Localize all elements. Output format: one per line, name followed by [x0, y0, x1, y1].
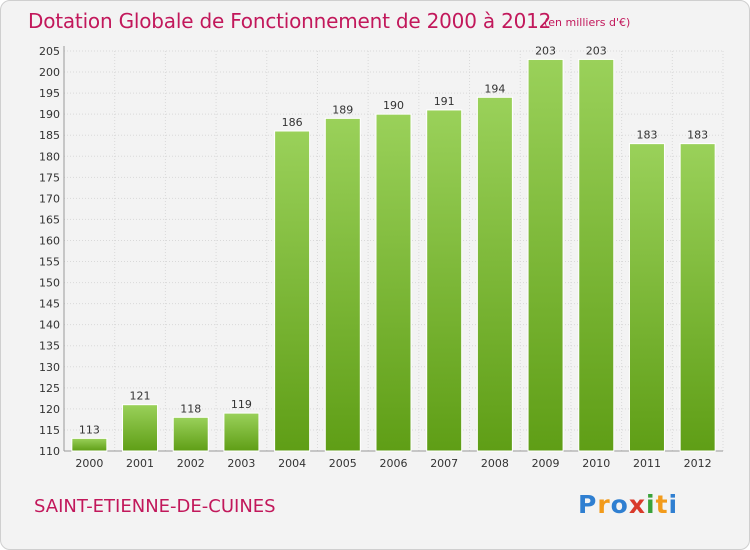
y-tick-label: 120 [39, 403, 60, 416]
commune-name: SAINT-ETIENNE-DE-CUINES [34, 496, 276, 517]
brand-letter: o [610, 490, 629, 519]
brand-letter: i [646, 490, 656, 519]
data-label-2008: 194 [484, 82, 505, 95]
y-tick-label: 200 [39, 66, 60, 79]
data-label-2010: 203 [586, 44, 607, 57]
x-tick-label-2002: 2002 [177, 457, 205, 470]
data-label-2003: 119 [231, 398, 252, 411]
brand-letter: i [668, 490, 679, 519]
data-label-2005: 189 [332, 103, 353, 116]
data-label-2012: 183 [687, 129, 708, 142]
bar-2002 [172, 416, 209, 452]
y-tick-label: 185 [39, 129, 60, 142]
data-label-2000: 113 [79, 423, 100, 436]
x-tick-label-2009: 2009 [532, 457, 560, 470]
x-tick-label-2007: 2007 [430, 457, 458, 470]
y-tick-label: 110 [39, 445, 60, 458]
bar-2004 [274, 130, 311, 452]
x-tick-label-2001: 2001 [126, 457, 154, 470]
y-tick-label: 155 [39, 256, 60, 269]
y-tick-label: 180 [39, 150, 60, 163]
y-tick-label: 195 [39, 87, 60, 100]
y-tick-label: 140 [39, 319, 60, 332]
y-tick-label: 205 [39, 45, 60, 58]
y-tick-label: 145 [39, 298, 60, 311]
y-tick-label: 125 [39, 382, 60, 395]
chart-title: Dotation Globale de Fonctionnement de 20… [28, 9, 552, 33]
y-tick-label: 165 [39, 213, 60, 226]
bar-2008 [476, 96, 513, 452]
data-label-2002: 118 [180, 402, 201, 415]
data-label-2001: 121 [130, 390, 151, 403]
proxiti-logo[interactable]: Proxiti [578, 490, 678, 519]
x-tick-label-2011: 2011 [633, 457, 661, 470]
x-tick-label-2000: 2000 [75, 457, 103, 470]
y-tick-label: 130 [39, 361, 60, 374]
brand-letter: r [597, 490, 611, 519]
bar-2005 [324, 117, 361, 452]
y-tick-label: 150 [39, 277, 60, 290]
bar-2011 [628, 143, 665, 452]
data-label-2004: 186 [282, 116, 303, 129]
bar-2007 [426, 109, 463, 452]
data-label-2009: 203 [535, 44, 556, 57]
bar-2009 [527, 58, 564, 452]
y-tick-label: 135 [39, 340, 60, 353]
bar-2003 [223, 412, 260, 452]
x-tick-label-2005: 2005 [329, 457, 357, 470]
y-tick-label: 175 [39, 171, 60, 184]
data-label-2007: 191 [434, 95, 455, 108]
data-label-2011: 183 [636, 129, 657, 142]
x-tick-label-2008: 2008 [481, 457, 509, 470]
y-tick-label: 115 [39, 424, 60, 437]
data-label-2006: 190 [383, 99, 404, 112]
bar-2010 [578, 58, 615, 452]
bar-2000 [71, 437, 108, 452]
x-tick-label-2010: 2010 [582, 457, 610, 470]
x-tick-label-2004: 2004 [278, 457, 306, 470]
chart-unit-label: (en milliers d'€) [544, 16, 631, 29]
x-tick-label-2006: 2006 [380, 457, 408, 470]
y-tick-label: 170 [39, 192, 60, 205]
y-tick-label: 160 [39, 234, 60, 247]
bar-2001 [122, 404, 159, 452]
brand-letter: x [628, 490, 646, 519]
brand-letter: t [655, 490, 669, 519]
bar-2012 [679, 143, 716, 452]
bar-2006 [375, 113, 412, 452]
brand-letter: P [578, 490, 598, 519]
x-tick-label-2012: 2012 [684, 457, 712, 470]
x-tick-label-2003: 2003 [227, 457, 255, 470]
y-tick-label: 190 [39, 108, 60, 121]
